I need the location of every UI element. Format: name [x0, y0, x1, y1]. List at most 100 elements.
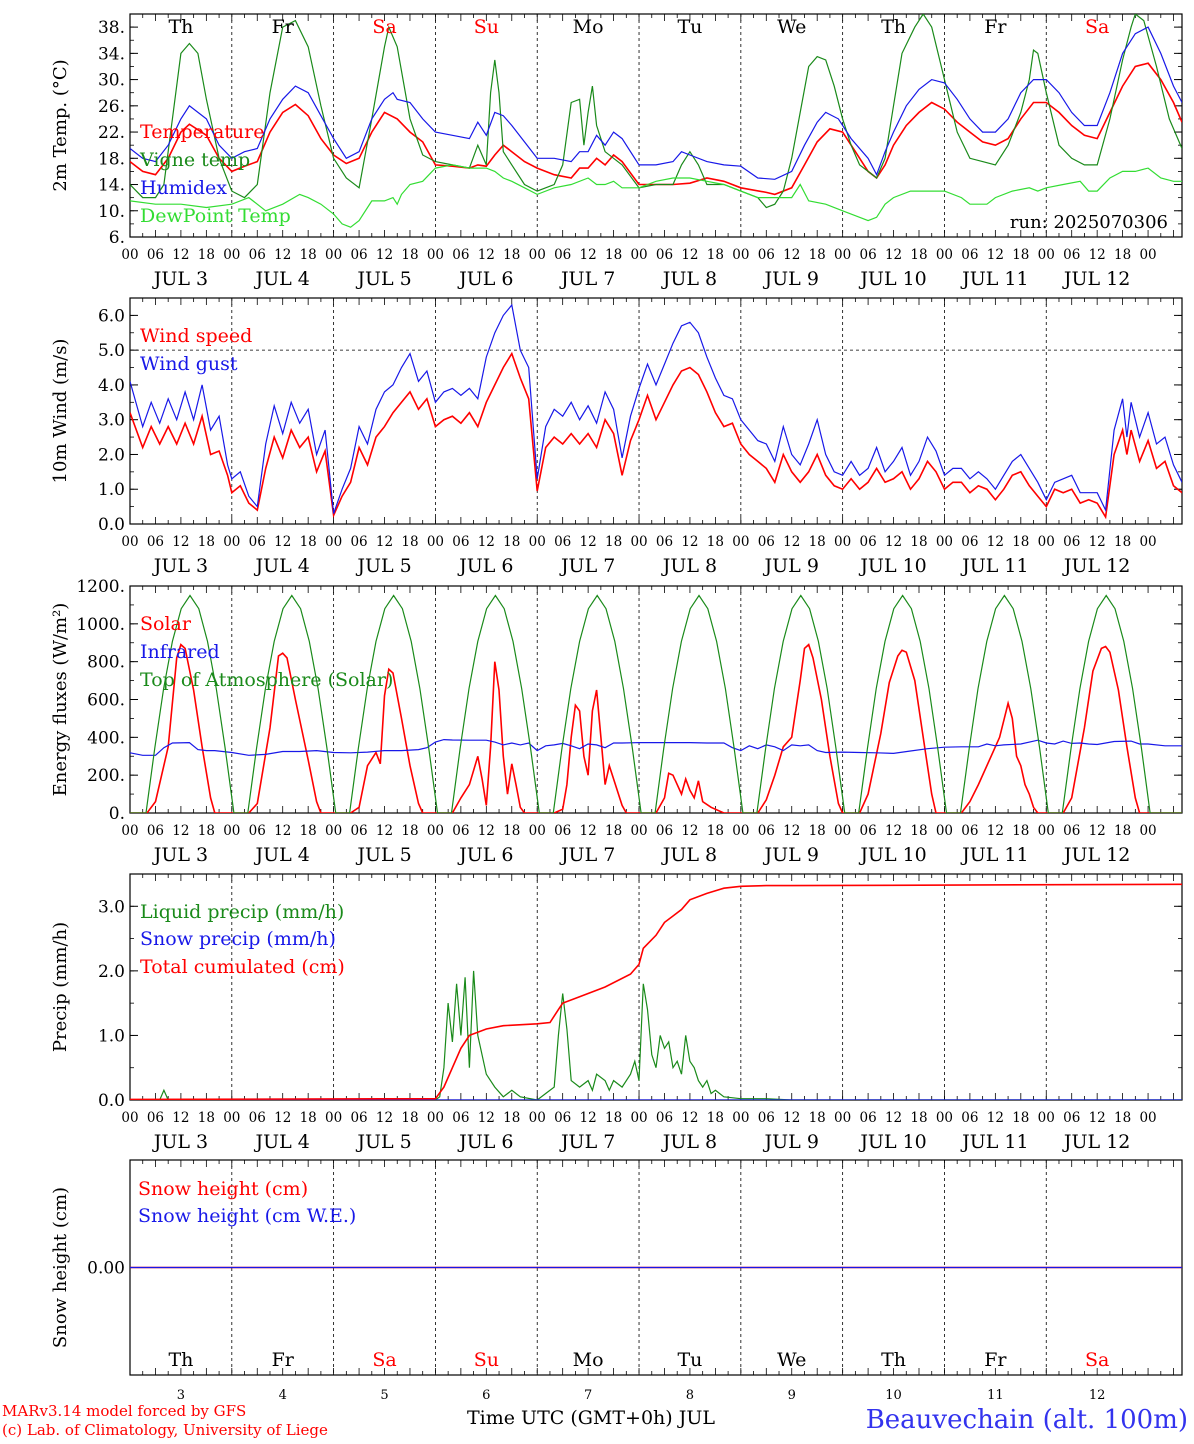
date-label: JUL 8 — [661, 844, 717, 866]
hour-label: 18 — [605, 1110, 622, 1126]
hour-label: 12 — [783, 247, 800, 263]
hour-label: 12 — [885, 823, 902, 839]
series-line-top-of-atmosphere-solar- — [130, 594, 1182, 813]
day-number: 6 — [482, 1388, 490, 1403]
hour-label: 18 — [707, 1110, 724, 1126]
y-tick-label: 800. — [87, 653, 125, 673]
hour-label: 06 — [350, 534, 367, 550]
hour-label: 12 — [376, 247, 393, 263]
legend-entry: Snow height (cm W.E.) — [138, 1205, 356, 1227]
y-tick-label: 2.0 — [98, 445, 125, 465]
y-tick-label: 0.0 — [98, 1091, 125, 1111]
hour-label: 12 — [681, 534, 698, 550]
hour-label: 18 — [503, 247, 520, 263]
hour-label: 00 — [223, 823, 240, 839]
hour-label: 06 — [147, 823, 164, 839]
hour-label: 00 — [732, 534, 749, 550]
y-tick-label: 14. — [98, 176, 125, 196]
day-label: Th — [881, 16, 906, 38]
hour-label: 18 — [401, 534, 418, 550]
hour-label: 06 — [147, 1110, 164, 1126]
hour-label: 06 — [249, 823, 266, 839]
panel-precip: 0.0 1.0 2.0 3.0 Precip (mm/h) Liquid precip (… — [50, 873, 1183, 1153]
y-tick-label: 0. — [109, 804, 125, 824]
date-label: JUL 6 — [457, 268, 513, 290]
y-tick-label: 5.0 — [98, 341, 125, 361]
y-axis-title: 2m Temp. (°C) — [50, 59, 71, 191]
series-line-wind-speed — [130, 351, 1182, 520]
date-label: JUL 8 — [661, 555, 717, 577]
hour-label: 06 — [452, 823, 469, 839]
hour-label: 12 — [1089, 1110, 1106, 1126]
hour-label: 00 — [630, 1110, 647, 1126]
hour-label: 12 — [681, 1110, 698, 1126]
day-label: Tu — [677, 16, 702, 38]
run-annotation: run: 2025070306 — [1010, 212, 1168, 233]
y-tick-label: 1200. — [76, 577, 125, 597]
hour-label: 06 — [961, 534, 978, 550]
date-label: JUL 7 — [559, 268, 615, 290]
hour-label: 00 — [936, 534, 953, 550]
hour-label: 18 — [1114, 534, 1131, 550]
hour-label: 18 — [809, 534, 826, 550]
y-tick-label: 30. — [98, 71, 125, 91]
hour-label: 06 — [1063, 1110, 1080, 1126]
hour-label: 18 — [503, 1110, 520, 1126]
hour-label: 18 — [707, 823, 724, 839]
hour-label: 06 — [961, 1110, 978, 1126]
legend-entry: Solar — [140, 613, 192, 635]
hour-label: 18 — [300, 534, 317, 550]
y-axis-title: 10m Wind (m/s) — [50, 339, 71, 484]
hour-label: 00 — [529, 1110, 546, 1126]
series-line-temperature — [130, 62, 1182, 196]
y-tick-label: 3.0 — [98, 897, 125, 917]
hour-label: 00 — [732, 1110, 749, 1126]
legend-entry: Liquid precip (mm/h) — [140, 901, 344, 923]
hour-label: 18 — [707, 534, 724, 550]
date-label: JUL 9 — [763, 555, 819, 577]
day-label: Th — [881, 1349, 906, 1371]
hour-label: 18 — [503, 823, 520, 839]
hour-label: 06 — [860, 1110, 877, 1126]
hour-label: 12 — [580, 247, 597, 263]
hour-label: 00 — [834, 823, 851, 839]
series-line-wind-gust — [130, 303, 1182, 514]
hour-label: 06 — [656, 247, 673, 263]
lab-credit: (c) Lab. of Climatology, University of L… — [2, 1421, 328, 1439]
y-tick-label: 600. — [87, 691, 125, 711]
panel-snow: 0.00 Snow height (cm) Snow height (cm) Snow… — [50, 1159, 1183, 1403]
date-label: JUL 9 — [763, 844, 819, 866]
hour-label: 18 — [1114, 1110, 1131, 1126]
hour-label: 06 — [860, 823, 877, 839]
hour-label: 06 — [147, 247, 164, 263]
plot-frame — [129, 297, 1183, 525]
hour-label: 00 — [223, 247, 240, 263]
hour-label: 18 — [910, 534, 927, 550]
hour-label: 00 — [1139, 823, 1156, 839]
date-label: JUL 7 — [559, 555, 615, 577]
hour-label: 18 — [910, 1110, 927, 1126]
hour-label: 18 — [707, 247, 724, 263]
hour-label: 12 — [987, 1110, 1004, 1126]
hour-label: 00 — [121, 247, 138, 263]
hour-label: 06 — [452, 1110, 469, 1126]
series-line-total-cumulated-cm- — [130, 883, 1182, 1100]
hour-label: 00 — [834, 247, 851, 263]
legend-entry: Wind speed — [140, 325, 252, 347]
hour-label: 00 — [427, 1110, 444, 1126]
y-tick-label: 38. — [98, 18, 125, 38]
series-line-solar — [130, 643, 1182, 813]
hour-label: 12 — [478, 534, 495, 550]
series-line-humidex — [130, 26, 1182, 180]
date-label: JUL 6 — [457, 1131, 513, 1153]
day-number: 3 — [177, 1388, 185, 1403]
series-line-infrared — [130, 738, 1182, 756]
y-tick-label: 1.0 — [98, 480, 125, 500]
hour-label: 00 — [1139, 247, 1156, 263]
day-label: Mo — [573, 16, 604, 38]
panel-temp: 6. 10. 14. 18. 22. 26. 30. 34. 38. 2m Temp. (°C) T… — [50, 13, 1183, 290]
hour-label: 06 — [758, 534, 775, 550]
legend-entry: Infrared — [140, 641, 220, 663]
hour-label: 06 — [1063, 823, 1080, 839]
